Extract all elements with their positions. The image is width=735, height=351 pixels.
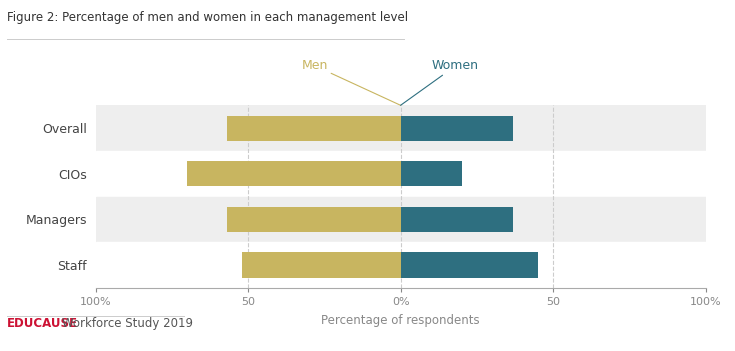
Bar — [96, 151, 706, 197]
Bar — [187, 161, 401, 186]
Bar — [96, 197, 706, 242]
Text: Men: Men — [302, 59, 401, 105]
Bar — [242, 252, 401, 278]
Bar — [226, 115, 401, 141]
Bar — [96, 105, 706, 151]
Text: Workforce Study 2019: Workforce Study 2019 — [62, 317, 193, 330]
Bar — [401, 115, 514, 141]
Bar — [226, 207, 401, 232]
Bar — [401, 161, 462, 186]
Bar — [96, 242, 706, 288]
Text: EDUCAUSE: EDUCAUSE — [7, 317, 79, 330]
X-axis label: Percentage of respondents: Percentage of respondents — [321, 314, 480, 327]
Text: Figure 2: Percentage of men and women in each management level: Figure 2: Percentage of men and women in… — [7, 11, 409, 24]
Text: Women: Women — [401, 59, 479, 105]
Bar — [401, 252, 538, 278]
Bar — [401, 207, 514, 232]
